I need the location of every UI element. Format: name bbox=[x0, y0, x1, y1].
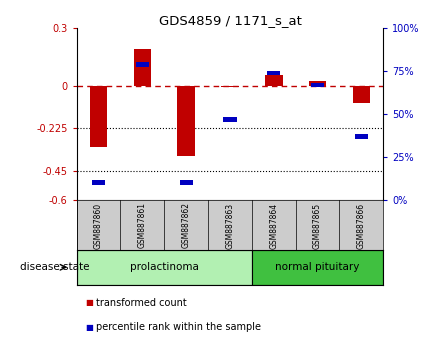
Text: normal pituitary: normal pituitary bbox=[276, 262, 360, 272]
Text: percentile rank within the sample: percentile rank within the sample bbox=[96, 322, 261, 332]
Text: prolactinoma: prolactinoma bbox=[130, 262, 199, 272]
Text: GSM887861: GSM887861 bbox=[138, 202, 147, 249]
Text: GSM887865: GSM887865 bbox=[313, 202, 322, 249]
Bar bbox=[223, 117, 237, 122]
Title: GDS4859 / 1171_s_at: GDS4859 / 1171_s_at bbox=[159, 14, 301, 27]
Text: GSM887860: GSM887860 bbox=[94, 202, 103, 249]
Bar bbox=[267, 70, 280, 75]
Bar bbox=[90, 86, 107, 147]
Text: ■: ■ bbox=[85, 298, 93, 307]
Bar bbox=[252, 250, 383, 285]
Bar bbox=[77, 250, 252, 285]
Bar bbox=[177, 86, 195, 156]
Bar bbox=[221, 86, 239, 87]
Bar bbox=[353, 86, 370, 103]
Bar bbox=[136, 62, 149, 67]
Text: transformed count: transformed count bbox=[96, 298, 187, 308]
Text: GSM887864: GSM887864 bbox=[269, 202, 278, 249]
Text: GSM887866: GSM887866 bbox=[357, 202, 366, 249]
Bar bbox=[309, 81, 326, 86]
Text: GSM887862: GSM887862 bbox=[182, 202, 191, 249]
Bar bbox=[180, 181, 193, 185]
Text: GSM887863: GSM887863 bbox=[226, 202, 234, 249]
Text: ■: ■ bbox=[85, 323, 93, 332]
Bar bbox=[92, 181, 105, 185]
Bar bbox=[134, 49, 151, 86]
Bar bbox=[265, 75, 283, 86]
Bar bbox=[311, 82, 324, 87]
Bar bbox=[355, 134, 368, 139]
Text: disease state: disease state bbox=[20, 262, 89, 272]
